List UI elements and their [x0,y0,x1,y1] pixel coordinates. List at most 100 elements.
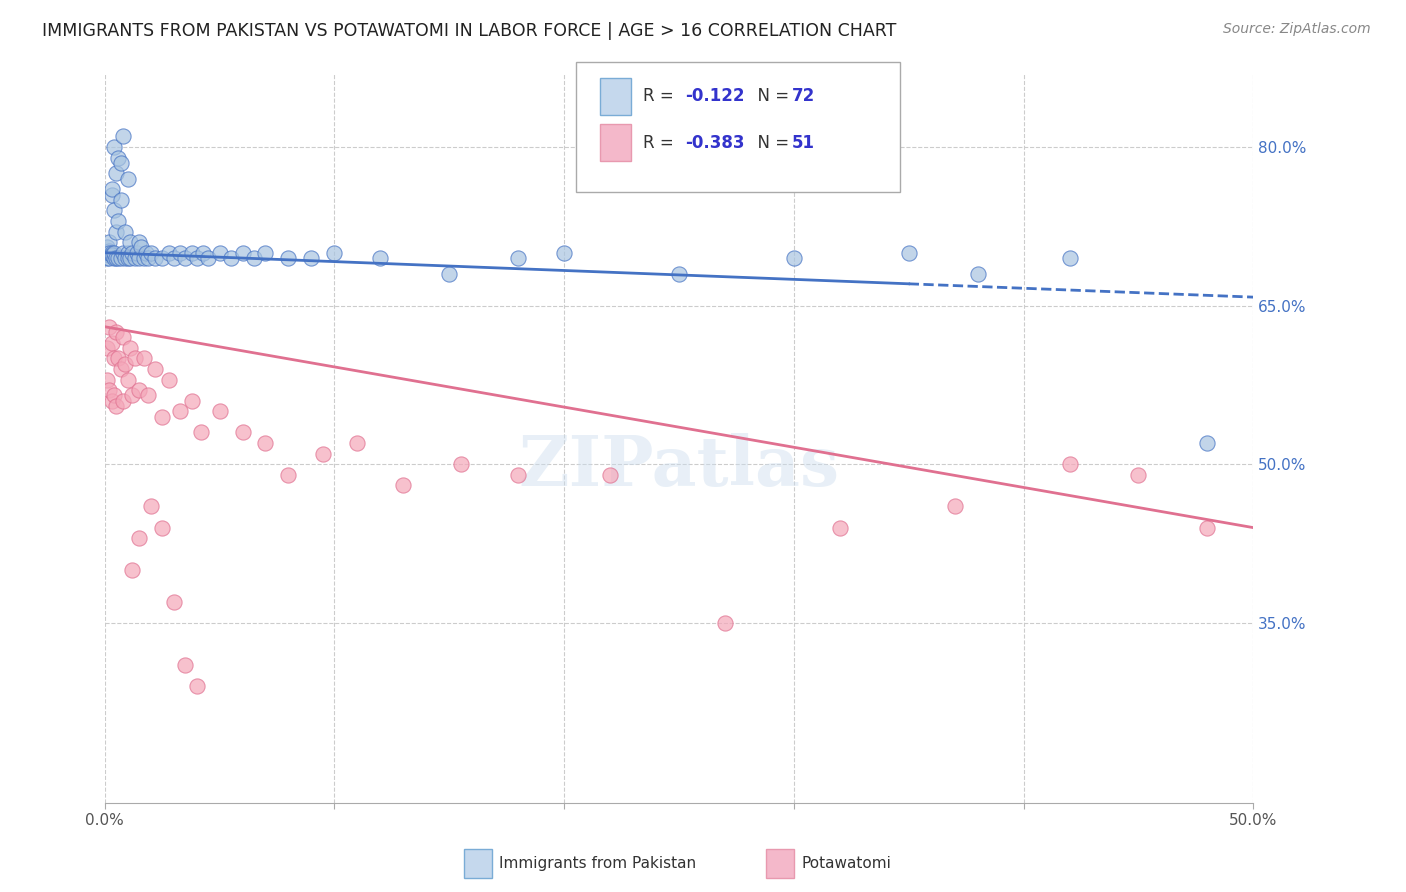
Point [783,251,806,265]
Point [105,251,128,265]
Point [131,240,153,254]
Point [897,245,920,260]
Point [1197,436,1219,450]
Point [100,245,122,260]
Point [157,373,180,387]
Text: Source: ZipAtlas.com: Source: ZipAtlas.com [1223,22,1371,37]
Point [98,251,121,265]
Point [139,245,162,260]
Point [150,251,173,265]
Point [117,251,139,265]
Point [243,251,266,265]
Point [103,251,125,265]
Text: IMMIGRANTS FROM PAKISTAN VS POTAWATOMI IN LABOR FORCE | AGE > 16 CORRELATION CHA: IMMIGRANTS FROM PAKISTAN VS POTAWATOMI I… [42,22,897,40]
Point [231,425,253,440]
Point [193,245,215,260]
Point [114,225,136,239]
Point [197,251,219,265]
Point [100,393,122,408]
Text: 51: 51 [792,134,814,152]
Point [181,393,204,408]
Point [110,251,132,265]
Point [96,245,118,260]
Point [150,409,173,424]
Point [599,467,621,482]
Point [98,319,121,334]
Point [112,393,135,408]
Point [103,351,125,366]
Point [121,563,143,577]
Point [96,373,118,387]
Point [114,357,136,371]
Point [169,245,191,260]
Point [668,267,690,281]
Point [107,151,129,165]
Point [135,245,157,260]
Point [143,251,166,265]
Point [128,531,150,545]
Point [98,248,121,262]
Text: R =: R = [643,134,679,152]
Point [714,615,737,630]
Point [132,251,155,265]
Point [110,193,132,207]
Point [169,404,191,418]
Point [105,166,128,180]
Point [107,251,129,265]
Point [254,436,277,450]
Point [107,214,129,228]
Point [208,404,231,418]
Point [346,436,368,450]
Point [208,245,231,260]
Point [100,335,122,350]
Point [121,388,143,402]
Point [100,182,122,196]
Point [162,251,184,265]
Point [1128,467,1150,482]
Point [98,383,121,397]
Point [105,399,128,413]
Point [98,244,121,258]
Point [128,251,150,265]
Point [1059,457,1081,471]
Point [139,500,162,514]
Point [96,341,118,355]
Text: ZIPatlas: ZIPatlas [519,434,839,500]
Point [112,330,135,344]
Point [96,251,118,265]
Point [219,251,242,265]
Point [966,267,988,281]
Point [1059,251,1081,265]
Point [943,500,966,514]
Point [110,156,132,170]
Point [100,187,122,202]
Point [136,251,159,265]
Point [132,351,155,366]
Point [96,240,118,254]
Point [157,245,180,260]
Point [828,521,851,535]
Point [105,325,128,339]
Point [162,594,184,608]
Point [323,245,346,260]
Point [174,251,197,265]
Text: -0.383: -0.383 [685,134,744,152]
Point [186,679,208,693]
Point [181,245,204,260]
Point [277,467,299,482]
Point [190,425,212,440]
Point [112,245,135,260]
Point [277,251,299,265]
Point [150,521,173,535]
Point [508,467,530,482]
Point [370,251,392,265]
Point [136,388,159,402]
Point [118,341,141,355]
Point [439,267,461,281]
Point [117,373,139,387]
Point [125,245,148,260]
Point [143,362,166,376]
Point [508,251,530,265]
Text: 72: 72 [792,87,815,105]
Text: -0.122: -0.122 [685,87,744,105]
